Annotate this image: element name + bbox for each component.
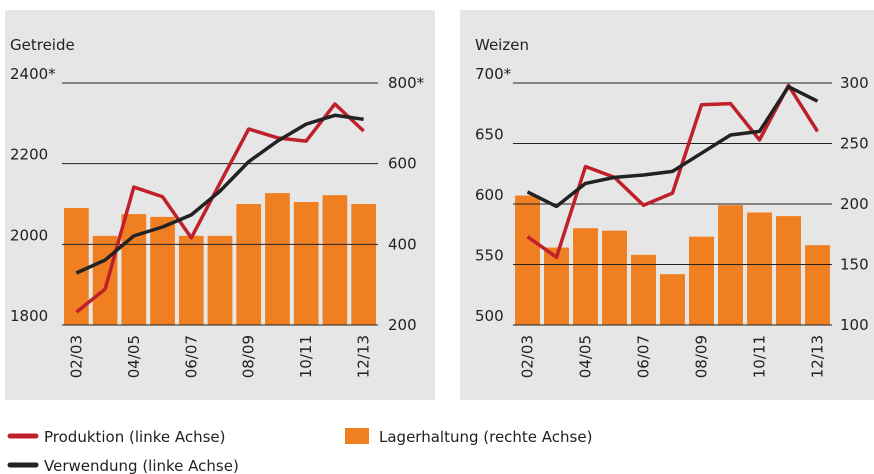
bar: [660, 274, 685, 325]
y2-tick-label: 200: [840, 195, 869, 213]
y-tick-label: 600: [475, 186, 504, 204]
legend-label: Produktion (linke Achse): [44, 428, 226, 446]
y2-tick-label: 800*: [388, 74, 425, 92]
bar: [805, 245, 830, 325]
x-tick-label: 02/03: [67, 335, 85, 378]
y2-tick-label: 250: [840, 135, 869, 153]
line-series: [526, 83, 819, 259]
bar: [178, 235, 204, 325]
x-tick-label: 08/09: [240, 335, 258, 378]
bar: [92, 235, 118, 325]
y2-tick-label: 300: [840, 74, 869, 92]
x-tick-label: 06/07: [635, 335, 653, 378]
x-tick-label: 04/05: [125, 335, 143, 378]
y-tick-label: 700*: [475, 65, 512, 83]
bar: [207, 235, 233, 325]
x-tick-label: 12/13: [809, 335, 827, 378]
bar: [573, 228, 598, 325]
y2-tick-label: 200: [388, 316, 417, 334]
y-tick-label: 2200: [10, 146, 48, 164]
x-tick-label: 06/07: [182, 335, 200, 378]
bar: [515, 195, 540, 325]
legend-swatch: [345, 428, 369, 444]
x-tick-label: 10/11: [751, 335, 769, 378]
bar: [236, 204, 262, 325]
bar: [64, 208, 89, 325]
bar: [776, 216, 801, 325]
bar: [150, 216, 175, 325]
bar: [544, 247, 569, 325]
bar: [265, 193, 290, 325]
y2-tick-label: 100: [840, 316, 869, 334]
y-tick-label: 1800: [10, 307, 48, 325]
bar: [689, 236, 714, 325]
bar: [351, 204, 376, 325]
legend-label: Verwendung (linke Achse): [44, 457, 239, 474]
x-tick-label: 10/11: [297, 335, 315, 378]
bar: [121, 214, 147, 325]
x-tick-label: 12/13: [355, 335, 373, 378]
line-series: [75, 113, 364, 275]
y2-tick-label: 600: [388, 155, 417, 173]
bar: [718, 205, 743, 325]
bar: [322, 195, 348, 325]
bar: [293, 201, 319, 325]
chart-title: Getreide: [10, 36, 75, 54]
y2-tick-label: 400: [388, 235, 417, 253]
bar: [602, 230, 627, 325]
line-series: [75, 102, 365, 314]
x-tick-label: 02/03: [519, 335, 537, 378]
y-tick-label: 2400*: [10, 65, 56, 83]
y-tick-label: 2000: [10, 226, 48, 244]
legend-label: Lagerhaltung (rechte Achse): [379, 428, 592, 446]
y2-tick-label: 150: [840, 256, 869, 274]
line-series: [526, 84, 819, 209]
x-tick-label: 04/05: [577, 335, 595, 378]
x-tick-label: 08/09: [693, 335, 711, 378]
chart-title: Weizen: [475, 36, 529, 54]
y-tick-label: 550: [475, 247, 504, 265]
bar: [747, 212, 772, 325]
bar: [631, 254, 656, 325]
y-tick-label: 500: [475, 307, 504, 325]
y-tick-label: 650: [475, 126, 504, 144]
